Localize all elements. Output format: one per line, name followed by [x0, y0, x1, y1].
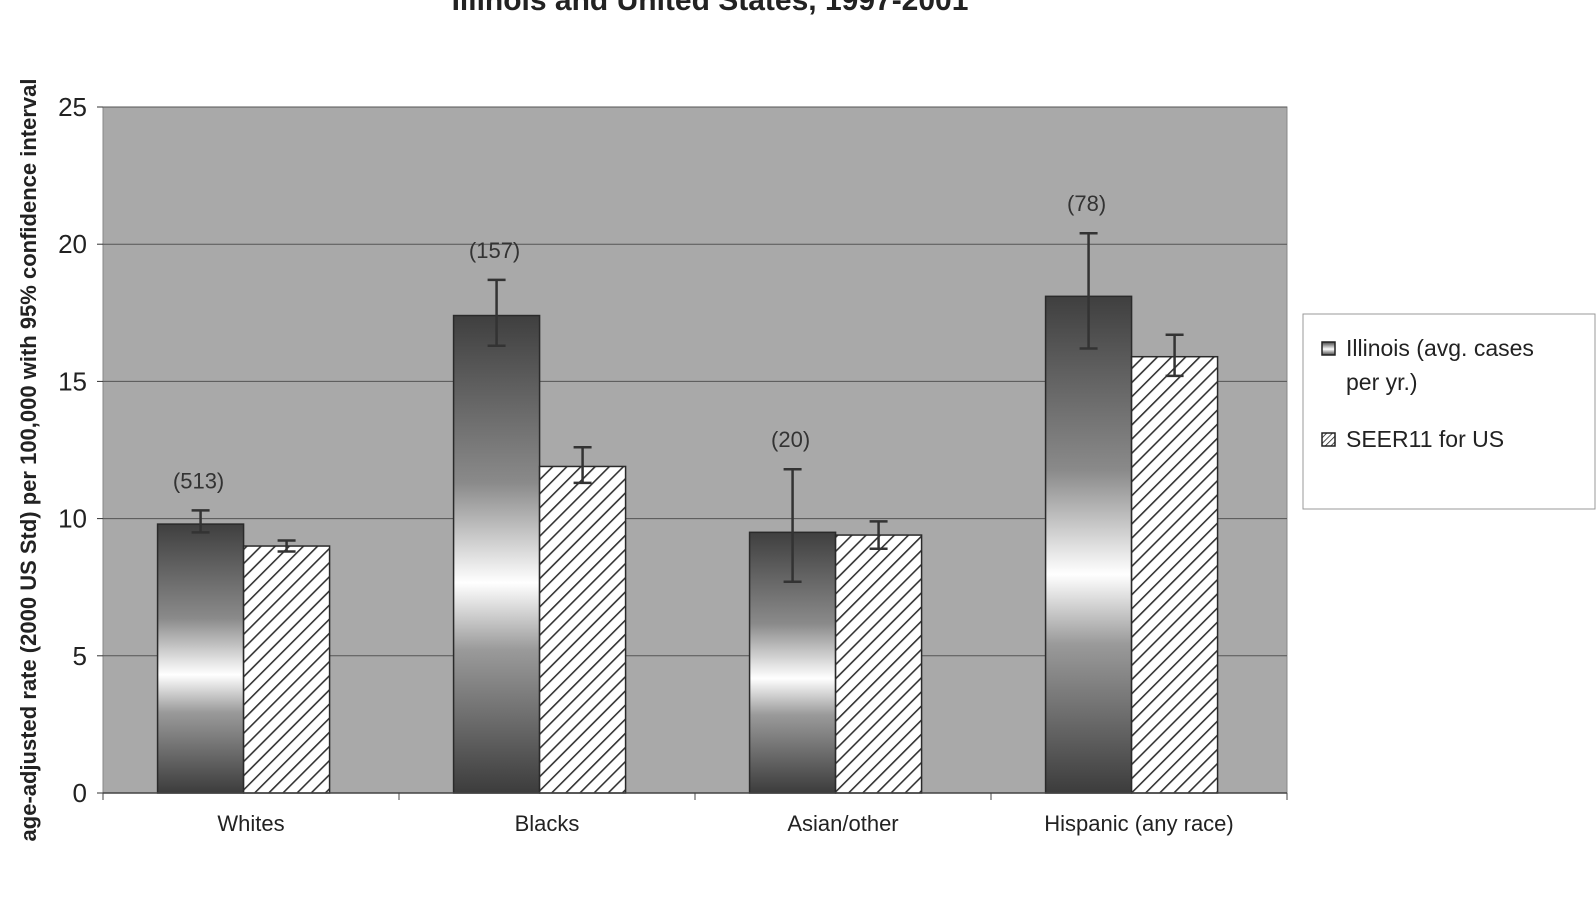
x-axis: Whites Blacks Asian/other Hispanic (any rac… — [102, 792, 1288, 836]
y-tick-label: 25 — [58, 92, 87, 122]
x-tick-label: Asian/other — [787, 811, 898, 836]
annotations: (513) (157) (20) (78) — [173, 191, 1106, 493]
legend: Illinois (avg. cases per yr.) SEER11 for… — [1302, 313, 1596, 510]
legend-swatch-illinois — [1321, 341, 1336, 356]
y-axis-ticks: 0 5 10 15 20 25 — [58, 92, 103, 808]
legend-box — [1302, 313, 1596, 510]
case-count-annotation: (78) — [1067, 191, 1106, 216]
error-bar — [277, 539, 296, 553]
error-bar — [869, 520, 888, 551]
error-bar — [191, 509, 210, 534]
error-bar — [487, 278, 506, 347]
x-tick-label: Blacks — [515, 811, 580, 836]
error-bar — [573, 446, 592, 485]
x-tick-label: Whites — [217, 811, 284, 836]
y-tick-label: 15 — [58, 366, 87, 396]
legend-swatch-seer11 — [1321, 432, 1336, 447]
bar-seer11 — [834, 534, 923, 794]
error-bar — [1079, 231, 1098, 350]
bar-seer11 — [242, 545, 331, 794]
bar-seer11 — [1130, 355, 1219, 794]
error-bar — [1165, 333, 1184, 378]
bar-illinois — [156, 523, 245, 794]
bars — [156, 231, 1219, 794]
y-tick-label: 0 — [73, 778, 87, 808]
legend-label-illinois-line2: per yr.) — [1346, 369, 1418, 395]
chart-title: Illinois and United States, 1997-2001 — [452, 0, 969, 17]
y-tick-label: 5 — [73, 641, 87, 671]
case-count-annotation: (513) — [173, 468, 224, 493]
error-bar — [783, 467, 802, 583]
case-count-annotation: (20) — [771, 427, 810, 452]
bar-illinois — [452, 314, 541, 794]
y-axis-label: age-adjusted rate (2000 US Std) per 100,… — [16, 79, 41, 842]
legend-label-illinois: Illinois (avg. cases — [1346, 335, 1534, 361]
y-tick-label: 10 — [58, 504, 87, 534]
case-count-annotation: (157) — [469, 238, 520, 263]
bar-seer11 — [538, 465, 627, 794]
y-tick-label: 20 — [58, 229, 87, 259]
legend-label-seer11: SEER11 for US — [1346, 426, 1504, 452]
bar-illinois — [1044, 295, 1133, 794]
x-tick-label: Hispanic (any race) — [1044, 811, 1234, 836]
